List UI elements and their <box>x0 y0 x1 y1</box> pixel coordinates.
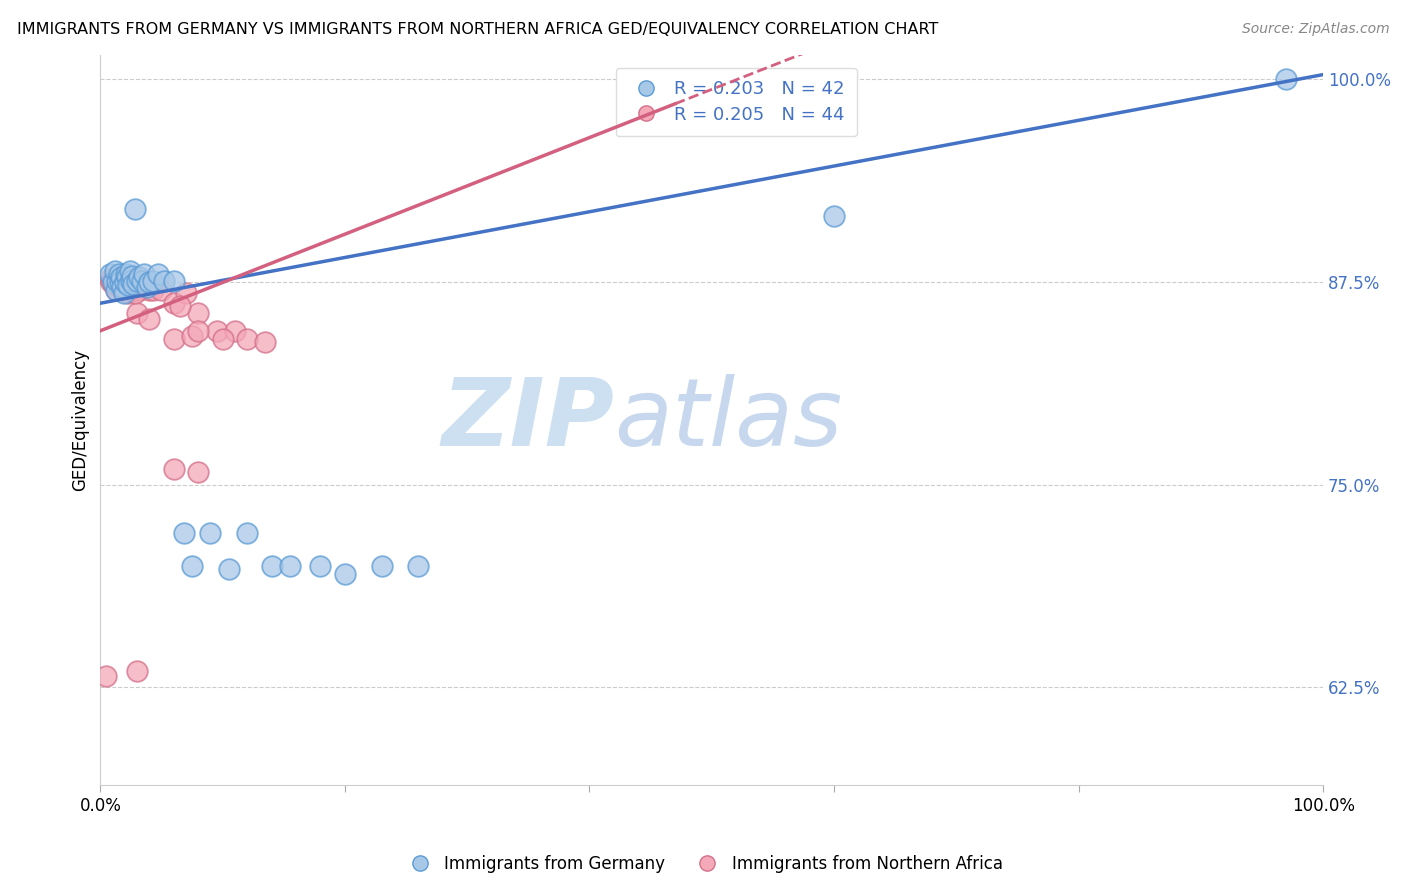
Point <box>132 273 155 287</box>
Point <box>169 300 191 314</box>
Point <box>309 558 332 573</box>
Point <box>118 264 141 278</box>
Point <box>104 264 127 278</box>
Point <box>173 526 195 541</box>
Point <box>114 275 136 289</box>
Point <box>128 270 150 285</box>
Point <box>124 286 146 301</box>
Point <box>125 306 148 320</box>
Point <box>211 332 233 346</box>
Point <box>254 335 277 350</box>
Point <box>187 465 209 479</box>
Text: ZIP: ZIP <box>441 374 614 466</box>
Point <box>98 272 121 286</box>
Point <box>101 275 124 289</box>
Point <box>131 273 153 287</box>
Point <box>236 526 259 541</box>
Point <box>120 283 142 297</box>
Point <box>163 296 186 310</box>
Point <box>114 278 136 293</box>
Point <box>134 267 156 281</box>
Point <box>224 324 246 338</box>
Point <box>100 275 122 289</box>
Point <box>96 669 118 683</box>
Point <box>138 275 160 289</box>
Point <box>111 280 134 294</box>
Point <box>823 209 845 223</box>
Point <box>115 267 138 281</box>
Point <box>121 268 143 283</box>
Point <box>181 328 204 343</box>
Point <box>105 283 128 297</box>
Point <box>174 286 197 301</box>
Point <box>125 273 148 287</box>
Point <box>108 275 131 289</box>
Point <box>205 324 228 338</box>
Point <box>104 270 127 285</box>
Point <box>187 306 209 320</box>
Legend: R = 0.203   N = 42, R = 0.205   N = 44: R = 0.203 N = 42, R = 0.205 N = 44 <box>616 68 856 136</box>
Point <box>260 558 283 573</box>
Point <box>236 332 259 346</box>
Point <box>142 273 165 287</box>
Point <box>278 558 301 573</box>
Point <box>108 280 131 294</box>
Point <box>153 273 176 287</box>
Point <box>105 283 128 297</box>
Point <box>1275 72 1298 87</box>
Point <box>163 332 186 346</box>
Point <box>142 283 165 297</box>
Point <box>122 277 145 291</box>
Text: atlas: atlas <box>614 375 842 466</box>
Point <box>138 312 160 326</box>
Point <box>187 324 209 338</box>
Text: IMMIGRANTS FROM GERMANY VS IMMIGRANTS FROM NORTHERN AFRICA GED/EQUIVALENCY CORRE: IMMIGRANTS FROM GERMANY VS IMMIGRANTS FR… <box>17 22 938 37</box>
Point <box>181 558 204 573</box>
Point <box>333 566 356 581</box>
Point <box>125 280 148 294</box>
Point <box>128 283 150 297</box>
Point <box>112 283 135 297</box>
Legend: Immigrants from Germany, Immigrants from Northern Africa: Immigrants from Germany, Immigrants from… <box>396 848 1010 880</box>
Point <box>107 275 129 289</box>
Point <box>110 270 132 285</box>
Point <box>218 562 240 576</box>
Point <box>406 558 429 573</box>
Point <box>150 283 173 297</box>
Point <box>138 283 160 297</box>
Point <box>110 277 132 291</box>
Point <box>103 278 125 293</box>
Point <box>101 275 124 289</box>
Point <box>117 270 139 285</box>
Point <box>163 461 186 475</box>
Y-axis label: GED/Equivalency: GED/Equivalency <box>72 349 89 491</box>
Point <box>112 286 135 301</box>
Point <box>107 273 129 287</box>
Point <box>163 273 186 287</box>
Point <box>370 558 392 573</box>
Point <box>120 273 142 287</box>
Point <box>121 275 143 289</box>
Point <box>200 526 222 541</box>
Point <box>107 273 129 287</box>
Point <box>125 665 148 679</box>
Point <box>117 286 139 301</box>
Point <box>117 275 139 289</box>
Point <box>117 278 139 293</box>
Point <box>115 273 138 287</box>
Text: Source: ZipAtlas.com: Source: ZipAtlas.com <box>1241 22 1389 37</box>
Point <box>98 267 121 281</box>
Point <box>124 283 146 297</box>
Point <box>124 202 146 216</box>
Point <box>111 270 134 285</box>
Point <box>146 267 169 281</box>
Point <box>135 280 157 294</box>
Point <box>107 267 129 281</box>
